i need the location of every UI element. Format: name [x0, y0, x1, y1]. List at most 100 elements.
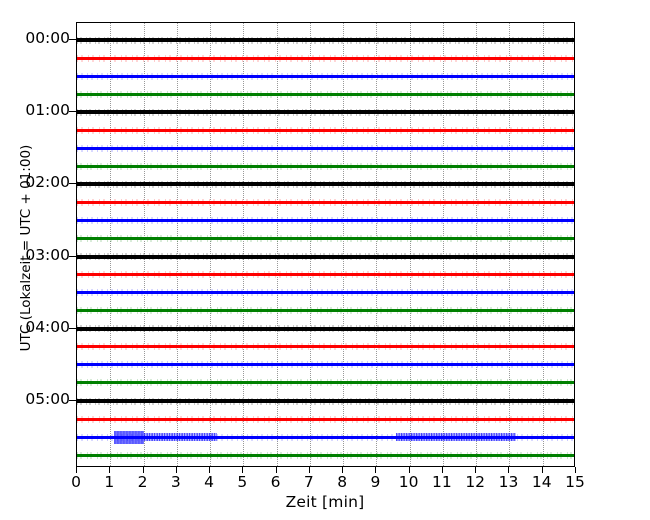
x-tick-mark-2: [142, 467, 144, 473]
x-tick-mark-8: [342, 467, 344, 473]
trace-line: [77, 92, 574, 96]
x-tick-label-9: 9: [370, 473, 381, 491]
trace-0015: [77, 54, 574, 63]
trace-0115: [77, 126, 574, 135]
gridline-minute-2: [143, 23, 145, 466]
noise-burst-secondary: [396, 433, 517, 442]
trace-line: [77, 453, 574, 457]
trace-line: [77, 399, 574, 403]
y-tick-label-0400: 04:00: [25, 317, 70, 336]
trace-0445: [77, 378, 574, 387]
x-tick-mark-4: [209, 467, 211, 473]
gridline-minute-1: [110, 23, 112, 466]
y-tick-label-0500: 05:00: [25, 390, 70, 408]
y-tick-label-0100: 01:00: [25, 101, 70, 120]
x-tick-label-1: 1: [104, 473, 115, 491]
x-tick-label-11: 11: [432, 473, 452, 491]
trace-0000: [77, 36, 574, 45]
trace-0315: [77, 270, 574, 279]
trace-0245: [77, 234, 574, 243]
x-tick-mark-13: [508, 467, 510, 473]
x-tick-mark-10: [408, 467, 410, 473]
x-tick-label-6: 6: [270, 473, 281, 491]
trace-0200: [77, 180, 574, 189]
seismic-traces: [77, 23, 574, 466]
y-tick-label-0200: 02:00: [25, 173, 70, 192]
x-tick-mark-15: [575, 467, 576, 473]
trace-line: [77, 273, 574, 277]
gridline-minute-11: [442, 23, 444, 466]
noise-burst-tail: [143, 433, 217, 442]
y-tick-mark-0200: [69, 183, 76, 185]
gridline-minute-9: [376, 23, 378, 466]
y-tick-mark-0400: [69, 327, 76, 329]
y-tick-mark-0100: [69, 111, 76, 113]
trace-0300: [77, 252, 574, 261]
trace-line: [77, 254, 574, 259]
trace-line: [77, 146, 574, 150]
x-tick-label-10: 10: [398, 473, 419, 491]
x-tick-mark-9: [375, 467, 377, 473]
x-tick-mark-7: [308, 467, 310, 473]
trace-line: [77, 363, 574, 367]
x-tick-label-12: 12: [465, 473, 486, 491]
x-tick-label-8: 8: [337, 473, 348, 491]
trace-line: [77, 219, 574, 222]
trace-0130: [77, 144, 574, 153]
trace-line: [77, 200, 574, 204]
gridline-minute-12: [476, 23, 478, 466]
trace-line: [77, 38, 574, 42]
trace-0415: [77, 342, 574, 351]
x-tick-mark-3: [175, 467, 177, 473]
trace-0430: [77, 360, 574, 369]
x-tick-label-2: 2: [137, 473, 148, 491]
x-tick-mark-11: [441, 467, 443, 473]
gridline-minute-4: [210, 23, 212, 466]
trace-line: [77, 417, 574, 421]
gridline-minute-3: [176, 23, 178, 466]
trace-line: [77, 237, 574, 241]
trace-line: [77, 435, 574, 439]
trace-line: [77, 74, 574, 78]
trace-0100: [77, 108, 574, 117]
x-axis-label: Zeit [min]: [285, 493, 365, 511]
x-tick-mark-0: [76, 467, 77, 473]
trace-0330: [77, 288, 574, 297]
trace-line: [77, 164, 574, 168]
trace-0545: [77, 451, 574, 460]
x-tick-label-15: 15: [565, 473, 585, 491]
x-tick-mark-6: [275, 467, 277, 473]
trace-0030: [77, 72, 574, 81]
trace-0145: [77, 162, 574, 171]
trace-0345: [77, 306, 574, 315]
trace-line: [77, 128, 574, 132]
trace-line: [77, 381, 574, 385]
trace-0230: [77, 216, 574, 225]
x-tick-mark-12: [475, 467, 477, 473]
y-tick-label-0000: 00:00: [25, 29, 70, 47]
x-tick-label-4: 4: [204, 473, 214, 491]
trace-0045: [77, 90, 574, 99]
gridline-minute-7: [309, 23, 311, 466]
trace-0530: [77, 430, 574, 444]
y-tick-mark-0500: [69, 400, 76, 401]
x-tick-label-14: 14: [531, 473, 552, 491]
trace-line: [77, 182, 574, 187]
gridline-minute-13: [509, 23, 511, 466]
trace-line: [77, 56, 574, 60]
gridline-minute-10: [409, 23, 411, 466]
y-tick-label-0300: 03:00: [25, 245, 70, 264]
y-tick-mark-0000: [69, 39, 76, 40]
x-tick-mark-5: [242, 467, 244, 473]
x-tick-mark-14: [541, 467, 543, 473]
noise-burst: [113, 430, 144, 444]
gridline-minute-8: [343, 23, 345, 466]
plot-area[interactable]: [76, 22, 575, 467]
trace-0400: [77, 324, 574, 333]
gridline-minute-6: [276, 23, 278, 466]
trace-line: [77, 291, 574, 295]
vertical-gridlines: [77, 23, 574, 466]
x-tick-mark-1: [109, 467, 111, 473]
gridline-minute-5: [243, 23, 245, 466]
